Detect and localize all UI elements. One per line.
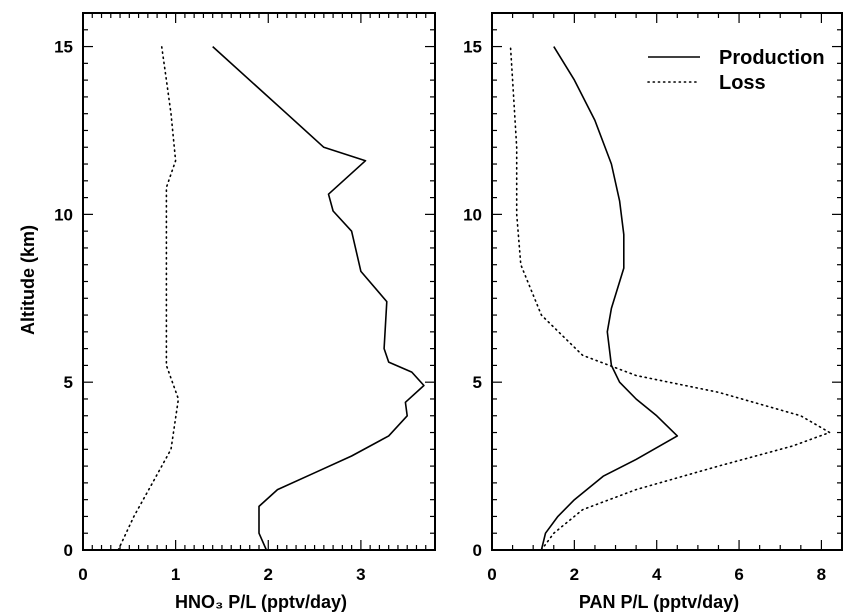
y-tick-label: 5 [473,373,482,392]
x-tick-label: 4 [652,565,662,584]
panel-hno3: 0 1 2 3 0 5 10 15 HNO₃ P/L (pptv/day) [54,12,436,612]
legend: Production Loss [647,47,825,94]
ticks-pan [491,12,843,551]
x-tick-label: 2 [570,565,579,584]
series-line-loss [509,45,831,551]
x-tick-label: 0 [78,565,87,584]
legend-label-production: Production [719,47,825,69]
tick-labels-pan: 0 2 4 6 8 0 5 10 15 [463,38,826,584]
x-tick-label: 1 [171,565,180,584]
x-axis-title-hno3: HNO₃ P/L (pptv/day) [175,592,347,612]
ticks-hno3 [82,12,436,551]
y-tick-label: 0 [473,541,482,560]
series-hno3 [117,45,425,551]
panel-pan: 0 2 4 6 8 0 5 10 15 PAN P/L (pptv/day) Productio… [463,12,843,612]
y-tick-label: 5 [64,373,73,392]
y-tick-label: 15 [463,38,482,57]
y-tick-label: 0 [64,541,73,560]
y-tick-label: 15 [54,38,73,57]
x-tick-label: 2 [264,565,273,584]
plot-frame-pan [491,12,843,551]
x-tick-label: 8 [817,565,826,584]
legend-label-loss: Loss [719,72,766,94]
y-tick-label: 10 [463,205,482,224]
plot-frame-hno3 [82,12,436,551]
series-pan [509,45,831,551]
tick-labels-hno3: 0 1 2 3 0 5 10 15 [54,38,366,584]
y-axis-title: Altitude (km) [18,225,38,335]
series-line-production [212,46,425,551]
series-line-production [540,46,679,551]
x-tick-label: 6 [734,565,743,584]
series-line-loss [117,45,180,551]
x-axis-title-pan: PAN P/L (pptv/day) [579,592,739,612]
x-tick-label: 3 [356,565,365,584]
y-tick-label: 10 [54,205,73,224]
x-tick-label: 0 [487,565,496,584]
